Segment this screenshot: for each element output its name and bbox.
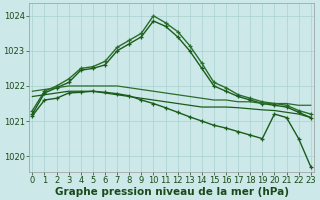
X-axis label: Graphe pression niveau de la mer (hPa): Graphe pression niveau de la mer (hPa) (55, 187, 289, 197)
